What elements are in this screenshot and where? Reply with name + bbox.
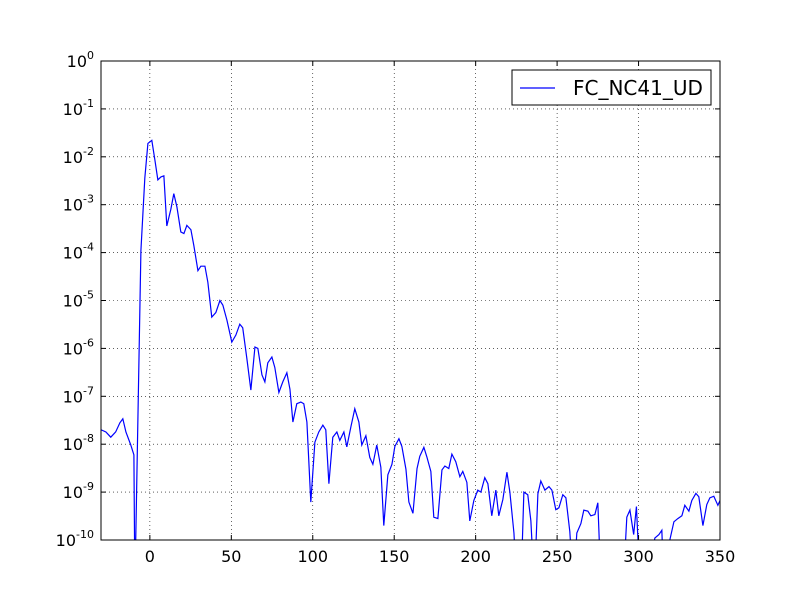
y-tick-base: 10: [63, 387, 83, 406]
x-tick-label: 50: [221, 547, 241, 566]
y-tick-base: 10: [67, 52, 87, 71]
x-tick-label: 150: [379, 547, 410, 566]
y-tick-exponent: 0: [87, 49, 94, 62]
y-tick-base: 10: [63, 100, 83, 119]
y-tick-base: 10: [63, 148, 83, 167]
y-tick-exponent: -1: [83, 97, 94, 110]
y-tick-base: 10: [56, 531, 76, 550]
y-tick-exponent: -7: [83, 384, 94, 397]
x-tick-label: 200: [460, 547, 491, 566]
y-tick-label: 10-1: [63, 97, 94, 119]
y-tick-base: 10: [63, 435, 83, 454]
y-tick-exponent: -5: [83, 289, 94, 302]
y-tick-label: 10-2: [63, 145, 94, 167]
y-tick-exponent: -2: [83, 145, 94, 158]
y-tick-exponent: -10: [76, 528, 94, 541]
y-tick-label: 10-5: [63, 289, 94, 311]
x-tick-label: 0: [145, 547, 155, 566]
x-tick-label: 100: [297, 547, 328, 566]
x-tick-label: 250: [542, 547, 573, 566]
y-tick-label: 10-10: [56, 528, 94, 550]
x-tick-label: 350: [705, 547, 736, 566]
y-tick-label: 10-8: [63, 432, 94, 454]
y-tick-base: 10: [63, 339, 83, 358]
y-tick-exponent: -4: [83, 241, 94, 254]
y-tick-base: 10: [63, 244, 83, 263]
data-line: [101, 139, 720, 540]
y-tick-label: 10-4: [63, 241, 94, 263]
y-tick-label: 10-7: [63, 384, 94, 406]
y-tick-label: 10-6: [63, 336, 94, 358]
y-tick-base: 10: [63, 483, 83, 502]
y-tick-base: 10: [63, 196, 83, 215]
legend-label: FC_NC41_UD: [573, 76, 703, 100]
x-tick-label: 300: [623, 547, 654, 566]
y-tick-label: 100: [67, 49, 94, 71]
y-tick-exponent: -9: [83, 480, 94, 493]
y-tick-base: 10: [63, 292, 83, 311]
y-tick-exponent: -3: [83, 193, 94, 206]
y-tick-exponent: -6: [83, 336, 94, 349]
plot-area: [101, 139, 720, 540]
y-tick-exponent: -8: [83, 432, 94, 445]
legend: FC_NC41_UD: [511, 69, 712, 106]
ticks: 0 50 100 150 200 250 300 35010-1010-910-810-710…: [56, 49, 736, 566]
y-tick-label: 10-9: [63, 480, 94, 502]
y-tick-label: 10-3: [63, 193, 94, 215]
